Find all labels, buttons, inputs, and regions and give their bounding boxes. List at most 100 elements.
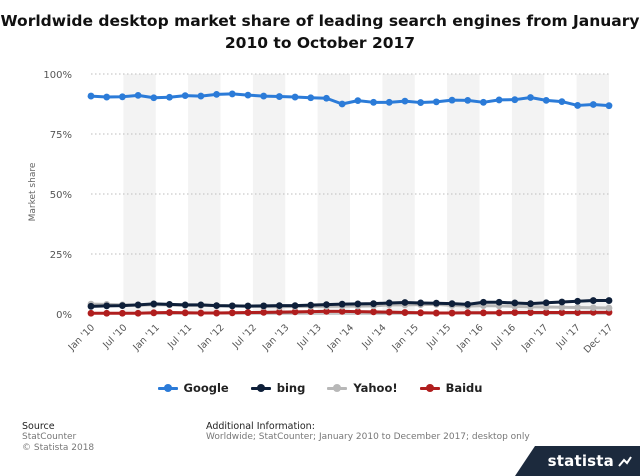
x-tick-label: Jul '14 — [359, 322, 388, 351]
data-point-baidu — [150, 309, 158, 317]
statista-logo-icon — [618, 456, 632, 467]
x-tick-label: Jan '16 — [454, 322, 485, 353]
data-point-bing — [589, 297, 597, 304]
data-point-yahoo — [605, 304, 613, 312]
series-group — [87, 90, 613, 317]
x-tick-label: Jan '15 — [389, 322, 420, 353]
legend-item-yahoo[interactable]: Yahoo! — [327, 381, 398, 395]
data-point-bing — [495, 298, 503, 306]
legend-item-google[interactable]: Google — [157, 381, 229, 395]
data-point-bing — [480, 298, 487, 306]
data-point-bing — [118, 302, 126, 309]
data-point-google — [228, 90, 236, 98]
x-tick-label: Jan '14 — [325, 322, 356, 353]
data-point-bing — [605, 297, 613, 304]
legend-label-bing: bing — [276, 381, 306, 395]
data-point-yahoo — [589, 304, 597, 312]
data-point-baidu — [291, 308, 299, 316]
y-tick-label: 25% — [50, 250, 72, 261]
x-tick-label: Jan '17 — [519, 322, 550, 353]
legend-swatch-bing — [250, 383, 271, 393]
data-point-baidu — [464, 309, 472, 317]
data-point-google — [432, 98, 440, 106]
data-point-google — [260, 92, 268, 100]
data-point-baidu — [448, 309, 456, 317]
data-point-baidu — [527, 309, 534, 316]
data-point-google — [448, 96, 456, 104]
data-point-google — [417, 99, 425, 106]
data-point-google — [87, 92, 95, 100]
chart-title: Worldwide desktop market share of leadin… — [0, 12, 640, 52]
x-tick-label: Jan '11 — [130, 322, 161, 353]
data-point-google — [542, 97, 550, 104]
statista-logo-text[interactable]: statista — [547, 452, 614, 470]
data-point-baidu — [134, 309, 142, 317]
data-point-baidu — [480, 309, 487, 317]
data-point-bing — [558, 298, 566, 306]
source-line-2: © Statista 2018 — [22, 443, 95, 453]
data-point-google — [150, 94, 158, 102]
data-point-baidu — [87, 309, 95, 317]
data-point-baidu — [354, 308, 362, 315]
data-point-bing — [291, 302, 299, 309]
x-tick-label: Dec '17 — [582, 322, 615, 355]
data-point-baidu — [213, 309, 220, 317]
x-tick-label: Jul '13 — [295, 322, 324, 351]
data-point-google — [354, 97, 362, 105]
series-line-google — [89, 92, 611, 108]
data-point-bing — [134, 301, 142, 309]
data-point-bing — [260, 302, 268, 310]
data-point-bing — [448, 300, 456, 308]
series-google — [87, 90, 613, 110]
line-chart: 0%25%50%75%100% Jan '10 Jul '10 Jan '11 Jul… — [28, 70, 615, 356]
data-point-google — [338, 100, 346, 108]
data-point-bing — [464, 301, 472, 308]
data-point-google — [558, 98, 566, 105]
x-tick-label: Jul '11 — [165, 322, 194, 351]
data-point-google — [464, 97, 472, 104]
data-point-bing — [307, 301, 315, 309]
data-point-bing — [542, 299, 550, 307]
data-point-google — [197, 92, 205, 100]
data-point-baidu — [511, 309, 519, 316]
x-tick-label: Jul '16 — [489, 322, 518, 351]
data-point-google — [589, 101, 597, 108]
y-tick-label: 100% — [43, 70, 72, 81]
data-point-bing — [197, 301, 205, 309]
x-tick-label: Jan '12 — [195, 322, 226, 353]
data-point-google — [166, 93, 173, 101]
data-point-bing — [401, 299, 409, 306]
y-axis-label: Market share — [28, 162, 38, 221]
statista-brand-banner[interactable] — [515, 446, 640, 476]
source-line-1: StatCounter — [22, 432, 77, 442]
data-point-google — [495, 96, 503, 104]
source-block: Source StatCounter © Statista 2018 — [22, 421, 94, 454]
data-point-bing — [385, 299, 393, 307]
data-point-yahoo — [574, 304, 582, 311]
data-point-bing — [87, 302, 95, 310]
data-point-baidu — [244, 309, 252, 316]
legend-item-baidu[interactable]: Baidu — [419, 381, 482, 395]
data-point-bing — [166, 301, 173, 308]
x-tick-label: Jan '10 — [66, 322, 97, 353]
data-point-google — [118, 93, 126, 101]
y-axis-ticks: 0% 25% 50% 75% 100% — [43, 70, 72, 321]
data-point-bing — [275, 302, 283, 309]
data-point-baidu — [260, 308, 268, 316]
legend-item-bing[interactable]: bing — [250, 381, 306, 395]
legend-swatch-yahoo — [327, 383, 348, 393]
data-point-google — [244, 91, 252, 99]
data-point-bing — [527, 300, 534, 308]
data-point-bing — [574, 297, 582, 305]
data-point-google — [480, 98, 487, 106]
data-point-baidu — [197, 309, 205, 317]
data-point-baidu — [118, 309, 126, 317]
data-point-google — [401, 97, 409, 105]
data-point-google — [275, 93, 283, 100]
data-point-google — [527, 94, 534, 101]
data-point-baidu — [432, 309, 440, 317]
data-point-google — [511, 96, 519, 104]
data-point-google — [213, 91, 220, 98]
data-point-baidu — [417, 309, 425, 317]
data-point-google — [103, 93, 111, 101]
